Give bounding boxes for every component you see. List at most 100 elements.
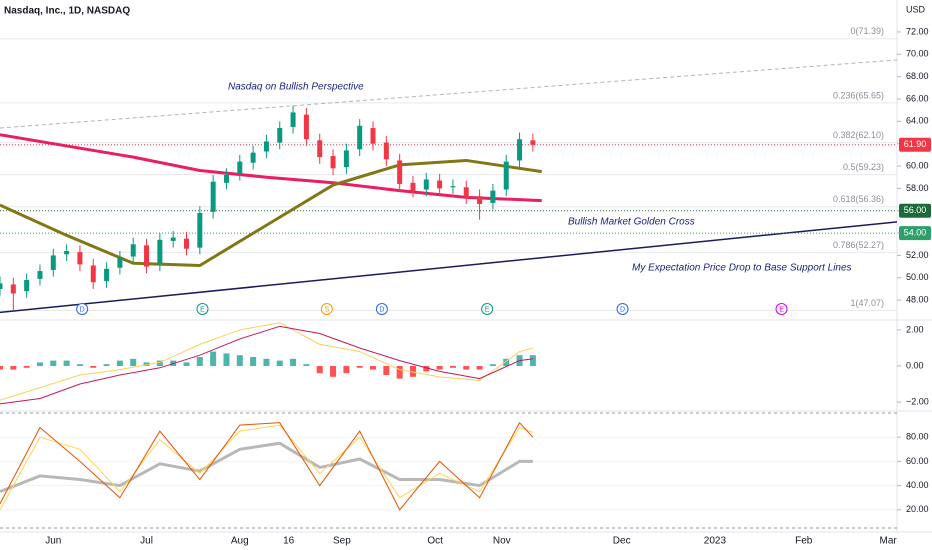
candle-body bbox=[477, 196, 483, 205]
y-tick-label: 0.00 bbox=[906, 360, 924, 370]
event-marker bbox=[76, 303, 89, 315]
fib-label: 0.5(59.23) bbox=[843, 162, 884, 172]
histogram-bar bbox=[50, 360, 57, 366]
y-tick-label: 72.00 bbox=[906, 26, 929, 36]
histogram-bar bbox=[383, 366, 390, 376]
trend-line bbox=[0, 221, 898, 314]
y-tick-label: 52.00 bbox=[906, 250, 929, 260]
histogram-bar bbox=[250, 356, 257, 366]
y-tick-label: 40.00 bbox=[906, 480, 929, 490]
histogram-bar bbox=[476, 366, 483, 370]
histogram-bar bbox=[23, 366, 30, 368]
indicator-line bbox=[0, 441, 533, 494]
histogram-bar bbox=[183, 362, 190, 366]
indicator-line bbox=[0, 133, 542, 203]
histogram-bar bbox=[90, 366, 97, 368]
candle-body bbox=[170, 237, 176, 241]
candle-body bbox=[463, 187, 469, 198]
x-tick-label: 16 bbox=[283, 536, 295, 547]
candle-body bbox=[383, 142, 389, 160]
histogram-bar bbox=[436, 366, 443, 370]
event-label: E bbox=[779, 306, 784, 313]
price-badge bbox=[899, 226, 931, 241]
x-tick-label: Aug bbox=[231, 536, 249, 547]
histogram-bar bbox=[130, 358, 137, 366]
histogram-bar bbox=[316, 366, 323, 374]
candle-body bbox=[263, 141, 269, 152]
x-tick-label: Feb bbox=[795, 536, 813, 547]
price-badge-label: 54.00 bbox=[904, 227, 927, 237]
y-tick-label: −2.00 bbox=[906, 396, 929, 406]
candle-body bbox=[117, 257, 123, 268]
histogram-bar bbox=[76, 364, 83, 366]
indicator-line bbox=[0, 158, 542, 267]
candle-body bbox=[530, 140, 536, 145]
histogram-bar bbox=[0, 366, 3, 370]
y-tick-label: 80.00 bbox=[906, 432, 929, 442]
annotation: My Expectation Price Drop to Base Suppor… bbox=[632, 263, 852, 274]
candle-body bbox=[10, 284, 16, 294]
candle-body bbox=[437, 180, 443, 189]
y-tick-label: 50.00 bbox=[906, 272, 929, 282]
event-marker bbox=[481, 303, 494, 315]
histogram-bar bbox=[276, 360, 283, 366]
candle-body bbox=[184, 238, 190, 249]
y-tick-label: 60.00 bbox=[906, 160, 929, 170]
event-label: D bbox=[80, 306, 85, 313]
histogram-bar bbox=[330, 366, 337, 377]
candle-body bbox=[77, 252, 83, 265]
x-tick-label: Nov bbox=[493, 536, 511, 547]
candle-body bbox=[330, 155, 336, 169]
chart-title: Nasdaq, Inc., 1D, NASDAQ bbox=[4, 6, 130, 17]
histogram-bar bbox=[449, 366, 456, 368]
histogram-bar bbox=[10, 366, 17, 370]
fib-label: 1(47.07) bbox=[850, 298, 884, 308]
candle-body bbox=[343, 150, 349, 168]
candle-body bbox=[290, 112, 296, 127]
indicator-line bbox=[0, 421, 534, 511]
candle-body bbox=[490, 190, 496, 203]
event-marker bbox=[775, 303, 788, 315]
fib-label: 0.786(52.27) bbox=[833, 240, 884, 250]
candle-body bbox=[130, 244, 136, 257]
histogram-bar bbox=[103, 364, 110, 366]
histogram-bar bbox=[36, 362, 43, 366]
plot: Jun Jul Aug 16 Sep Oct Nov Dec 2023 Feb Mar 48.00 50… bbox=[0, 26, 931, 547]
indicator-line bbox=[0, 325, 533, 405]
event-marker bbox=[320, 303, 333, 315]
price-badge bbox=[899, 203, 931, 218]
candle-body bbox=[503, 161, 509, 190]
indicator-line bbox=[0, 322, 534, 401]
histogram-bar bbox=[356, 366, 363, 368]
candle-body bbox=[397, 160, 403, 184]
histogram-bar bbox=[409, 366, 416, 377]
y-tick-label: 68.00 bbox=[906, 71, 929, 81]
x-tick-label: Dec bbox=[613, 536, 631, 547]
candle-body bbox=[517, 139, 523, 161]
event-label: E bbox=[485, 306, 490, 313]
annotation: Bullish Market Golden Cross bbox=[568, 217, 695, 228]
y-tick-label: 66.00 bbox=[906, 93, 929, 103]
y-tick-label: 2.00 bbox=[906, 324, 924, 334]
fib-label: 0(71.39) bbox=[850, 26, 884, 36]
histogram-bar bbox=[290, 358, 297, 366]
candle-body bbox=[157, 239, 163, 265]
price-badge bbox=[899, 137, 931, 152]
candle-body bbox=[0, 283, 3, 289]
histogram-bar bbox=[343, 366, 350, 374]
y-tick-label: 58.00 bbox=[906, 183, 929, 193]
histogram-bar bbox=[529, 355, 536, 366]
candle-body bbox=[317, 140, 323, 158]
x-tick-label: Mar bbox=[880, 536, 898, 547]
histogram-bar bbox=[423, 366, 430, 372]
event-marker bbox=[196, 303, 209, 315]
histogram-bar bbox=[116, 360, 123, 366]
candle-body bbox=[197, 212, 203, 248]
histogram-bar bbox=[63, 360, 70, 366]
y-tick-label: 60.00 bbox=[906, 456, 929, 466]
histogram-bar bbox=[489, 364, 496, 366]
candle-body bbox=[370, 128, 376, 144]
histogram-bar bbox=[370, 366, 377, 370]
trend-line bbox=[0, 59, 898, 129]
